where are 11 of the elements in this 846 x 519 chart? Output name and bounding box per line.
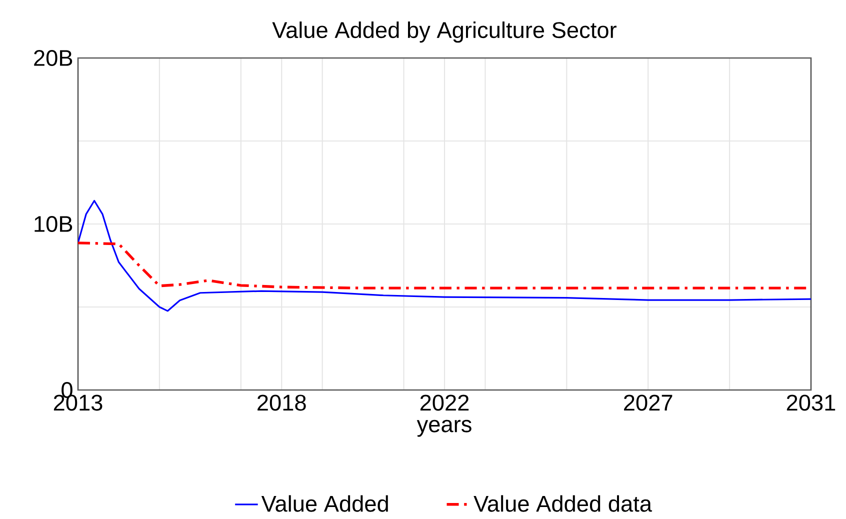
y-tick-label: 10B [34,216,72,232]
line-series [78,200,811,312]
legend-label: Value Added [261,495,388,512]
x-tick-label: 2027 [624,394,672,411]
x-axis-title: years [416,420,472,437]
y-tick-label: 20B [34,50,72,66]
x-tick-label: 2018 [258,394,306,411]
legend-label: Value Added data [474,495,652,512]
chart-title: Value Added by Agriculture Sector [272,22,616,43]
x-tick-label: 2022 [420,394,469,411]
x-tick-label: 2031 [786,394,836,411]
